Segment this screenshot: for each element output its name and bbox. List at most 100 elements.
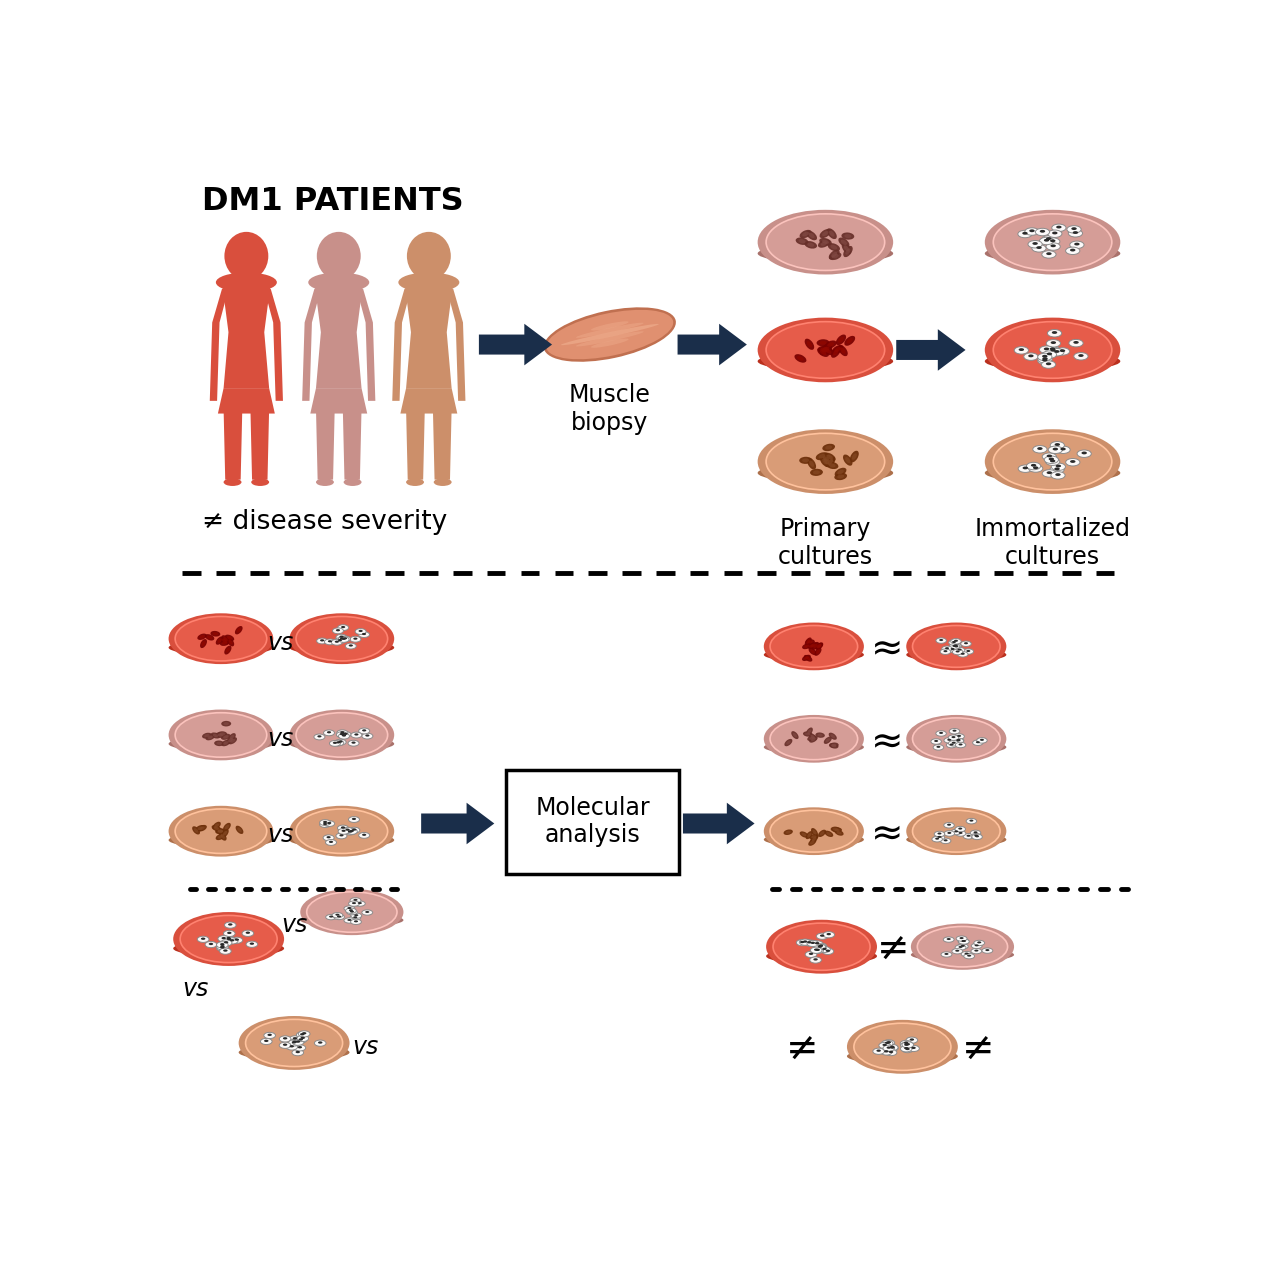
Ellipse shape (818, 829, 826, 837)
Ellipse shape (835, 828, 840, 832)
Ellipse shape (1056, 445, 1070, 453)
Ellipse shape (283, 1037, 287, 1039)
Ellipse shape (952, 948, 963, 954)
Ellipse shape (806, 639, 810, 644)
Ellipse shape (946, 742, 957, 748)
Ellipse shape (347, 910, 357, 915)
Ellipse shape (814, 943, 826, 950)
Ellipse shape (968, 955, 972, 956)
Ellipse shape (881, 1048, 892, 1055)
Polygon shape (316, 410, 334, 480)
Ellipse shape (820, 934, 824, 937)
Ellipse shape (960, 937, 964, 940)
Ellipse shape (809, 233, 814, 238)
Ellipse shape (906, 648, 1006, 662)
Ellipse shape (758, 463, 893, 483)
Ellipse shape (224, 722, 229, 726)
Ellipse shape (956, 936, 966, 941)
Ellipse shape (828, 463, 836, 467)
Ellipse shape (335, 635, 347, 640)
Ellipse shape (827, 933, 831, 936)
Text: vs: vs (268, 727, 293, 751)
Ellipse shape (904, 1047, 909, 1050)
Ellipse shape (169, 736, 274, 751)
Ellipse shape (407, 232, 451, 280)
Ellipse shape (348, 901, 360, 906)
Ellipse shape (224, 941, 228, 943)
Ellipse shape (332, 639, 342, 645)
Ellipse shape (205, 733, 210, 737)
Ellipse shape (984, 243, 1120, 264)
Ellipse shape (211, 732, 220, 739)
Ellipse shape (302, 1032, 306, 1034)
Ellipse shape (758, 429, 893, 494)
Ellipse shape (338, 625, 348, 631)
Ellipse shape (947, 646, 957, 653)
Ellipse shape (307, 892, 397, 932)
Ellipse shape (220, 940, 232, 946)
Ellipse shape (229, 640, 233, 644)
Text: Muscle
biopsy: Muscle biopsy (568, 383, 650, 435)
Ellipse shape (216, 942, 228, 948)
Ellipse shape (228, 923, 233, 925)
Ellipse shape (906, 716, 1006, 763)
Ellipse shape (218, 733, 223, 737)
Ellipse shape (931, 739, 941, 744)
Ellipse shape (818, 945, 822, 947)
Ellipse shape (835, 829, 844, 836)
Ellipse shape (829, 230, 835, 237)
Ellipse shape (220, 946, 224, 948)
Ellipse shape (398, 273, 460, 292)
Ellipse shape (216, 943, 228, 950)
Ellipse shape (1050, 442, 1065, 449)
Ellipse shape (1060, 349, 1065, 352)
Polygon shape (224, 410, 242, 480)
Ellipse shape (973, 740, 983, 745)
Ellipse shape (215, 732, 225, 737)
Ellipse shape (838, 238, 850, 247)
Ellipse shape (200, 639, 207, 648)
Ellipse shape (828, 250, 840, 260)
Ellipse shape (974, 941, 984, 946)
Ellipse shape (332, 913, 343, 918)
Ellipse shape (340, 732, 351, 737)
Ellipse shape (209, 943, 214, 945)
Ellipse shape (1055, 349, 1060, 353)
Ellipse shape (955, 742, 966, 748)
Polygon shape (238, 274, 253, 284)
Ellipse shape (293, 1037, 297, 1039)
Ellipse shape (175, 809, 266, 854)
Ellipse shape (246, 932, 250, 934)
Ellipse shape (335, 640, 339, 643)
Ellipse shape (223, 936, 234, 942)
Ellipse shape (333, 628, 343, 634)
Ellipse shape (947, 823, 951, 826)
Ellipse shape (325, 914, 337, 920)
Ellipse shape (808, 735, 817, 741)
Ellipse shape (237, 628, 241, 632)
Text: ≈: ≈ (870, 814, 904, 852)
Ellipse shape (980, 739, 984, 741)
Ellipse shape (808, 458, 817, 470)
Ellipse shape (348, 740, 358, 746)
Ellipse shape (301, 913, 403, 927)
Ellipse shape (758, 210, 893, 274)
Ellipse shape (845, 234, 851, 238)
Polygon shape (479, 324, 552, 365)
Ellipse shape (822, 947, 827, 950)
Ellipse shape (806, 941, 819, 946)
Ellipse shape (952, 645, 956, 646)
Ellipse shape (805, 732, 810, 736)
Ellipse shape (300, 1033, 305, 1036)
Text: vs: vs (352, 1034, 378, 1059)
Ellipse shape (289, 640, 394, 655)
Ellipse shape (353, 916, 357, 918)
Ellipse shape (813, 959, 818, 960)
Ellipse shape (230, 937, 243, 943)
Ellipse shape (808, 838, 817, 846)
Ellipse shape (984, 429, 1120, 494)
Ellipse shape (964, 643, 968, 644)
Ellipse shape (591, 339, 628, 348)
Ellipse shape (806, 644, 817, 649)
Ellipse shape (337, 741, 340, 744)
